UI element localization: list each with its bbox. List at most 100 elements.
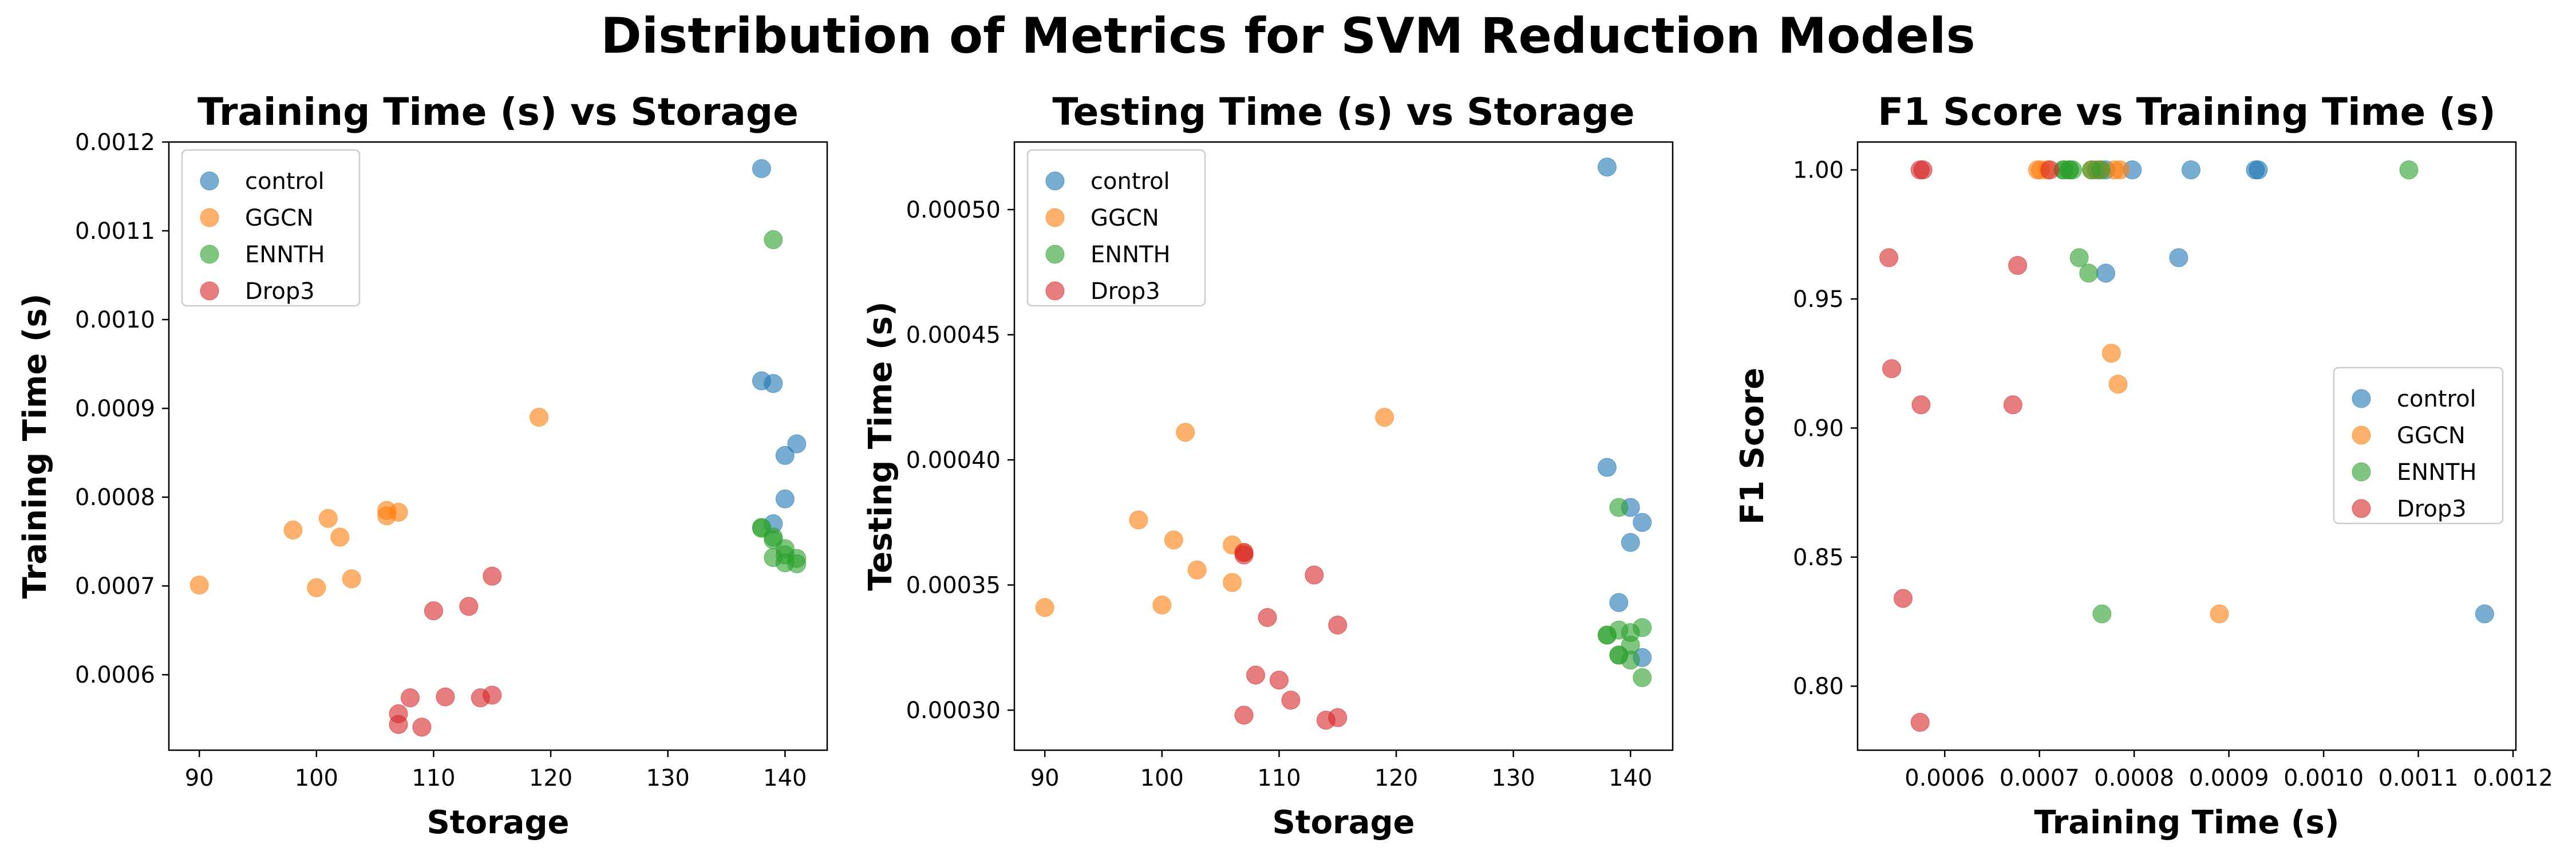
x-tick-label: 100	[295, 765, 338, 791]
data-point-ennth	[1609, 498, 1629, 517]
data-point-ennth	[2091, 160, 2111, 180]
data-point-ggcn	[2110, 160, 2129, 180]
data-point-drop3	[1234, 706, 1254, 725]
y-tick-label: 0.00045	[906, 322, 1001, 349]
x-tick-label: 130	[1492, 765, 1535, 791]
data-point-control	[1633, 513, 1652, 532]
plot-frame	[1013, 141, 1674, 751]
data-point-drop3	[2003, 395, 2022, 415]
data-point-drop3	[1246, 665, 1266, 685]
x-tick-label: 0.0006	[1905, 765, 1985, 791]
legend-label: Drop3	[245, 278, 315, 305]
data-point-ggcn	[330, 527, 350, 547]
y-tick-label: 0.00050	[906, 197, 1001, 223]
legend-marker-drop3	[1045, 281, 1065, 301]
legend-label: GGCN	[2397, 423, 2466, 449]
data-point-ggcn	[1375, 408, 1394, 427]
data-point-drop3	[1879, 248, 1899, 267]
x-tick-label: 90	[185, 765, 214, 791]
data-point-ggcn	[1187, 560, 1207, 580]
data-point-drop3	[1328, 615, 1348, 635]
data-point-control	[2169, 248, 2188, 267]
x-tick-label: 140	[763, 765, 807, 791]
data-point-ggcn	[1129, 510, 1148, 530]
data-point-control	[752, 159, 771, 179]
data-point-control	[764, 374, 783, 393]
data-point-ennth	[1621, 651, 1640, 670]
legend-marker-ggcn	[2352, 425, 2371, 445]
y-axis-label: Training Time (s)	[17, 294, 54, 599]
data-point-ennth	[2069, 248, 2089, 267]
data-point-ggcn	[342, 569, 361, 589]
data-point-control	[787, 434, 807, 454]
data-point-ggcn	[389, 503, 408, 522]
legend-marker-control	[2352, 389, 2371, 408]
data-point-ennth	[787, 554, 807, 573]
x-tick-label: 130	[646, 765, 690, 791]
data-point-control	[2475, 604, 2494, 624]
legend-marker-ennth	[200, 245, 219, 264]
legend-label: Drop3	[2397, 496, 2467, 522]
data-point-drop3	[412, 718, 432, 737]
data-point-ggcn	[283, 521, 303, 540]
data-point-drop3	[389, 704, 408, 723]
legend-label: control	[2397, 386, 2476, 412]
x-tick-label: 140	[1609, 765, 1652, 791]
data-point-drop3	[459, 597, 479, 616]
data-point-control	[1621, 533, 1640, 552]
y-tick-label: 0.00040	[906, 447, 1001, 474]
data-point-control	[2249, 160, 2268, 180]
data-point-ennth	[2079, 263, 2099, 283]
x-tick-label: 0.0011	[2379, 765, 2459, 791]
y-tick-label: 1.00	[1793, 157, 1844, 184]
data-point-ennth	[2092, 604, 2112, 624]
x-tick-label: 90	[1030, 765, 1060, 791]
y-axis-label: F1 Score	[1734, 368, 1771, 525]
legend-box	[1026, 149, 1206, 307]
x-tick-label: 0.0012	[2473, 765, 2553, 791]
data-point-ggcn	[318, 509, 338, 528]
data-point-ennth	[1633, 618, 1652, 637]
data-point-drop3	[1910, 712, 1930, 732]
x-tick-label: 110	[1257, 765, 1301, 791]
data-point-drop3	[1258, 608, 1277, 627]
chart-panel-1: Training Time (s) vs Storage 90 100 110 120 1…	[17, 90, 828, 841]
legend-box	[181, 149, 361, 307]
data-point-control	[2096, 263, 2116, 283]
data-point-drop3	[1305, 565, 1324, 585]
points-layer	[189, 159, 807, 737]
x-tick-label: 0.0007	[2000, 765, 2080, 791]
legend-label: control	[245, 168, 325, 195]
chart-title: F1 Score vs Training Time (s)	[1878, 90, 2496, 134]
data-point-ggcn	[1176, 423, 1195, 442]
data-point-ggcn	[307, 578, 326, 597]
points-layer	[1035, 157, 1652, 730]
legend-marker-control	[200, 171, 219, 191]
data-point-control	[2181, 160, 2200, 180]
y-tick-label: 0.0006	[75, 662, 155, 688]
data-point-drop3	[1269, 671, 1289, 690]
y-tick-label: 0.80	[1793, 673, 1844, 700]
data-point-ggcn	[189, 576, 209, 595]
points-layer	[1879, 160, 2494, 732]
data-point-ennth	[2399, 160, 2419, 180]
legend-marker-drop3	[2352, 499, 2371, 518]
data-point-ennth	[2063, 160, 2083, 180]
data-point-drop3	[1893, 589, 1913, 608]
y-tick-label: 0.00035	[906, 573, 1001, 599]
data-point-drop3	[1234, 545, 1254, 565]
y-axis-label: Testing Time (s)	[862, 301, 899, 590]
y-tick-label: 0.95	[1793, 286, 1844, 313]
data-point-ennth	[764, 230, 783, 250]
chart-title: Training Time (s) vs Storage	[197, 90, 799, 134]
legend-marker-ggcn	[1045, 208, 1065, 227]
legend-marker-ennth	[1045, 245, 1065, 264]
x-tick-label: 0.0008	[2094, 765, 2174, 791]
data-point-ggcn	[2210, 604, 2229, 624]
data-point-control	[775, 489, 795, 509]
data-point-drop3	[1913, 160, 1933, 180]
y-tick-label: 0.0011	[75, 218, 155, 245]
y-tick-label: 0.0010	[75, 307, 155, 333]
